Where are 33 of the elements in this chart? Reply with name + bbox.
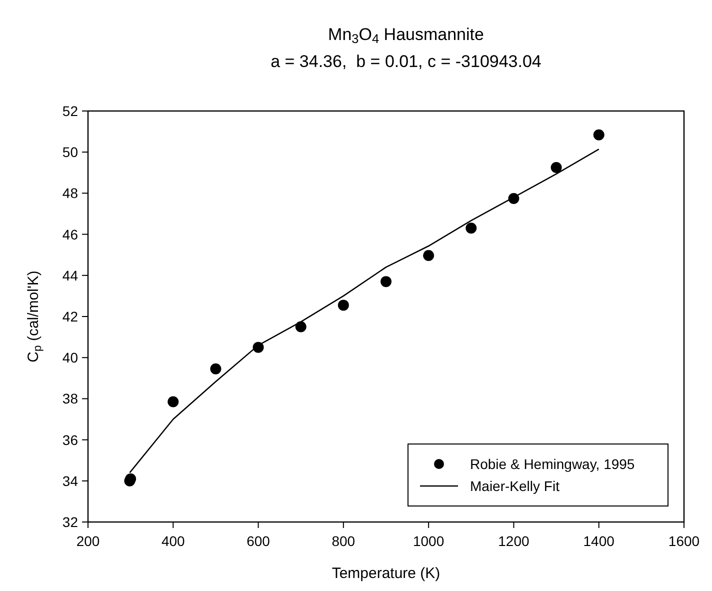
legend-label: Robie & Hemingway, 1995	[470, 456, 635, 472]
x-tick-label: 400	[161, 533, 186, 549]
y-tick-label: 50	[62, 144, 78, 160]
y-tick-label: 48	[62, 185, 78, 202]
point	[423, 250, 434, 261]
y-tick-label: 32	[62, 514, 78, 530]
y-tick-label: 34	[62, 472, 78, 489]
point	[380, 276, 392, 288]
chart-title: Mn$_{3}$O$_{4}$ Hausmannite	[328, 25, 484, 46]
point	[466, 222, 477, 234]
point	[550, 162, 562, 174]
legend-label: Maier-Kelly Fit	[470, 478, 560, 494]
y-tick-label: 42	[62, 308, 78, 324]
x-tick-label: 1200	[498, 533, 530, 549]
y-tick-label: 38	[62, 390, 78, 407]
y-tick-label: 44	[62, 267, 78, 284]
x-tick-label: 1000	[412, 533, 444, 549]
y-tick-label: 36	[62, 432, 78, 448]
x-tick-label: 600	[246, 533, 270, 549]
x-tick-label: 800	[332, 533, 356, 549]
point	[295, 321, 306, 332]
y-tick-label: 52	[62, 103, 78, 119]
chart-subtitle: a = 34.36, b = 0.01, c = -310943.04	[270, 52, 542, 71]
y-tick-label: 40	[62, 350, 78, 366]
x-tick-label: 1600	[668, 533, 700, 549]
point	[168, 396, 179, 408]
point	[338, 300, 349, 311]
y-tick-label: 46	[62, 226, 78, 242]
point	[210, 363, 222, 374]
x-axis-title: Temperature (K)	[332, 565, 440, 582]
point	[593, 129, 604, 140]
x-tick-label: 1400	[583, 533, 615, 549]
x-tick-label: 200	[76, 533, 100, 549]
